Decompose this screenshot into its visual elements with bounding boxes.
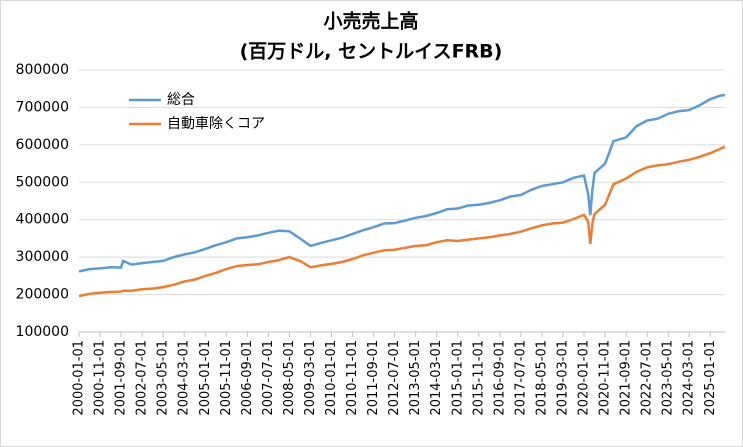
- legend-label: 総合: [167, 92, 195, 108]
- x-tick-label: 2005-01-01: [198, 340, 213, 416]
- x-tick-label: 2022-07-01: [640, 340, 655, 416]
- x-tick-label: 2015-11-01: [471, 340, 486, 416]
- x-tick-label: 2017-07-01: [513, 340, 528, 416]
- x-tick-label: 2009-03-01: [303, 340, 318, 416]
- x-tick-label: 2020-11-01: [598, 340, 613, 416]
- y-tick-label: 500000: [16, 174, 69, 190]
- x-tick-label: 2000-11-01: [93, 340, 108, 416]
- y-tick-label: 600000: [16, 137, 69, 153]
- y-tick-label: 200000: [16, 287, 69, 303]
- x-tick-label: 2007-07-01: [261, 340, 276, 416]
- y-tick-label: 300000: [16, 249, 69, 265]
- y-tick-label: 100000: [16, 324, 69, 340]
- x-tick-label: 2005-11-01: [219, 340, 234, 416]
- x-tick-label: 2011-09-01: [366, 340, 381, 416]
- y-tick-label: 400000: [16, 212, 69, 228]
- x-tick-label: 2021-09-01: [619, 340, 634, 416]
- y-tick-label: 800000: [16, 62, 69, 78]
- x-tick-label: 2025-01-01: [703, 340, 718, 416]
- x-tick-label: 2015-01-01: [450, 340, 465, 416]
- x-tick-label: 2018-05-01: [534, 340, 549, 416]
- x-tick-label: 2016-09-01: [492, 340, 507, 416]
- legend-label: 自動車除くコア: [167, 115, 265, 132]
- x-tick-label: 2019-03-01: [555, 340, 570, 416]
- x-tick-label: 2002-07-01: [135, 340, 150, 416]
- x-tick-label: 2010-01-01: [324, 340, 339, 416]
- x-tick-label: 2012-07-01: [387, 340, 402, 416]
- chart-subtitle: (百万ドル, セントルイスFRB): [240, 41, 503, 63]
- series-line: [78, 145, 726, 298]
- x-tick-label: 2013-05-01: [408, 340, 423, 416]
- x-tick-label: 2024-03-01: [682, 340, 697, 416]
- chart-title: 小売売上高: [323, 10, 418, 33]
- x-tick-label: 2014-03-01: [429, 340, 444, 416]
- x-tick-label: 2003-05-01: [156, 340, 171, 416]
- series-line: [78, 93, 726, 273]
- x-tick-label: 2004-03-01: [177, 340, 192, 416]
- x-tick-label: 2010-11-01: [345, 340, 360, 416]
- x-tick-label: 2001-09-01: [114, 340, 129, 416]
- y-tick-label: 700000: [16, 99, 69, 115]
- x-tick-label: 2000-01-01: [72, 340, 87, 416]
- x-tick-label: 2023-05-01: [661, 340, 676, 416]
- x-tick-label: 2008-05-01: [282, 340, 297, 416]
- x-tick-label: 2006-09-01: [240, 340, 255, 416]
- x-tick-label: 2020-01-01: [577, 340, 592, 416]
